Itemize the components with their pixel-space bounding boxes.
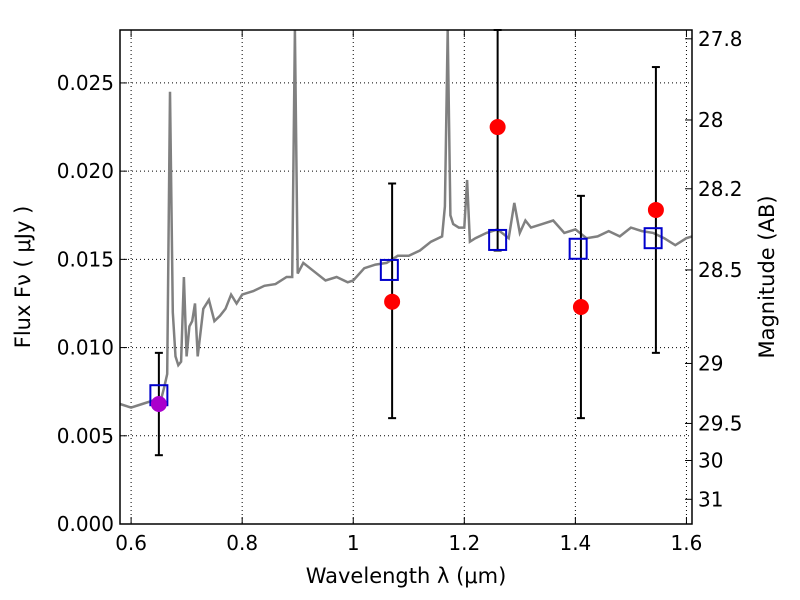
observed-point — [150, 396, 167, 413]
magnitude-tick-label: 31 — [698, 487, 723, 511]
y-tick-label: 0.015 — [57, 247, 114, 271]
observed-point — [647, 201, 664, 218]
y-tick-label: 0.010 — [57, 336, 114, 360]
x-tick-label: 1.6 — [671, 531, 703, 555]
y-tick-label: 0.020 — [57, 159, 114, 183]
observed-point — [384, 293, 401, 310]
synthetic-point — [568, 237, 588, 260]
model-spectrum — [119, 29, 693, 409]
synthetic-point — [488, 228, 508, 251]
observed-photometry — [150, 119, 664, 413]
magnitude-tick-label: 29 — [698, 351, 723, 375]
observed-point — [572, 298, 589, 315]
y-axis-label: Flux Fν ( μJy ) — [11, 206, 35, 349]
plot-frame — [119, 29, 693, 525]
x-axis-label: Wavelength λ (μm) — [306, 564, 507, 588]
x-tick-label: 0.6 — [115, 531, 147, 555]
magnitude-tick-label: 28.2 — [698, 177, 743, 201]
magnitude-axis: 27.8 28 28.2 28.5 29 29.5 30 31 — [685, 27, 743, 511]
y-axis: 0.000 0.005 0.010 0.015 0.020 0.025 — [57, 71, 127, 536]
synthetic-point — [643, 227, 663, 250]
error-bars — [154, 29, 660, 457]
x-axis: 0.6 0.8 1 1.2 1.4 1.6 — [115, 30, 702, 555]
magnitude-tick-label: 28 — [698, 108, 723, 132]
synthetic-point — [379, 258, 399, 281]
y-tick-label: 0.000 — [57, 512, 114, 536]
x-tick-label: 1.2 — [448, 531, 480, 555]
x-tick-label: 0.8 — [226, 531, 258, 555]
grid-lines — [120, 30, 692, 525]
magnitude-tick-label: 28.5 — [698, 258, 743, 282]
y-tick-label: 0.005 — [57, 424, 114, 448]
magnitude-tick-label: 27.8 — [698, 27, 743, 51]
observed-point — [489, 119, 506, 136]
y-tick-label: 0.025 — [57, 71, 114, 95]
model-spectrum-line — [119, 29, 693, 409]
magnitude-axis-label: Magnitude (AB) — [755, 195, 779, 358]
x-tick-label: 1 — [347, 531, 360, 555]
x-tick-label: 1.4 — [559, 531, 591, 555]
magnitude-tick-label: 30 — [698, 448, 723, 472]
magnitude-tick-label: 29.5 — [698, 411, 743, 435]
